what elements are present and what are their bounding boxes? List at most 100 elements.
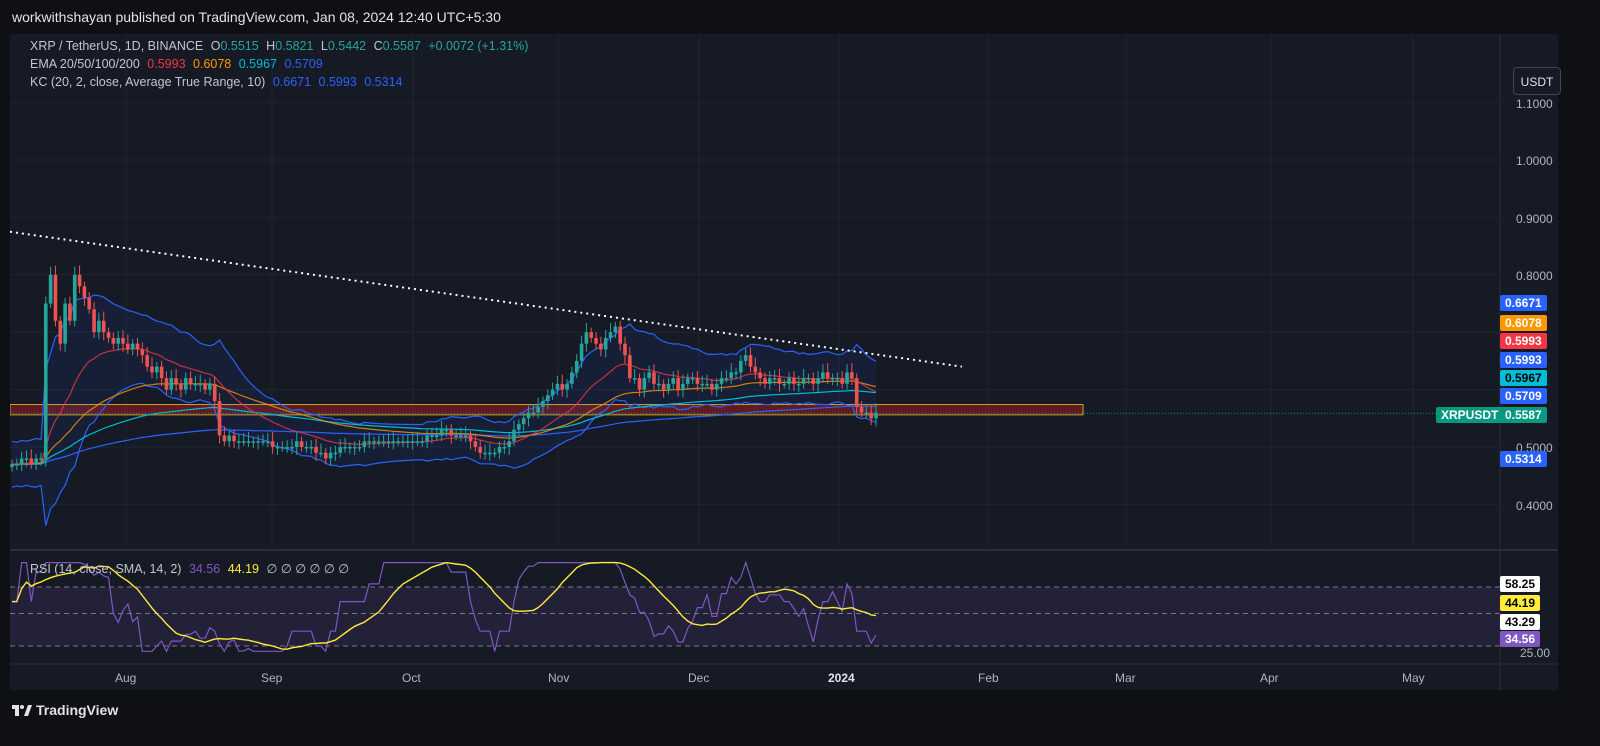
candle-body-24: [126, 343, 130, 350]
top-bar: workwithshayan published on TradingView.…: [0, 0, 1600, 34]
x-tick-aug: Aug: [115, 671, 137, 685]
candle-body-163: [796, 383, 801, 386]
candle-body-9: [53, 274, 58, 321]
candle-body-59: [294, 441, 299, 447]
candle-body-48: [241, 441, 246, 443]
candle-body-151: [739, 360, 743, 373]
candle-body-30: [155, 366, 159, 373]
candle-body-6: [39, 458, 43, 460]
candle-body-89: [439, 429, 444, 436]
candle-body-90: [444, 429, 449, 432]
candle-body-165: [806, 378, 811, 380]
candle-body-127: [623, 343, 627, 356]
candle-body-38: [193, 383, 198, 386]
candle-body-96: [473, 441, 478, 447]
candle-body-177: [864, 412, 869, 415]
candle-body-83: [410, 441, 415, 443]
candle-body-139: [681, 383, 685, 390]
candle-body-61: [304, 447, 309, 449]
candle-body-145: [710, 383, 714, 390]
candle-body-52: [261, 441, 265, 443]
candle-body-33: [169, 378, 174, 390]
candle-body-115: [565, 383, 569, 390]
candle-body-14: [77, 274, 82, 287]
chart-area[interactable]: XRP / TetherUS, 1D, BINANCE O0.5515 H0.5…: [10, 34, 1561, 690]
candle-body-114: [560, 383, 565, 390]
tag-ema20: 0.5993: [1500, 333, 1547, 349]
legend-rsi-value: 34.56: [188, 562, 221, 576]
x-tick-nov: Nov: [548, 671, 570, 685]
candle-body-150: [734, 372, 738, 374]
candle-body-129: [632, 378, 637, 380]
legend-ema-row: EMA 20/50/100/200 0.5993 0.6078 0.5967 0…: [30, 57, 327, 71]
candle-body-23: [121, 337, 125, 344]
candle-body-29: [150, 366, 154, 373]
y-tick-1.1: 1.1000: [1516, 97, 1553, 111]
candle-body-171: [835, 378, 840, 380]
candle-body-112: [550, 389, 555, 396]
currency-button[interactable]: USDT: [1513, 67, 1561, 95]
candle-body-97: [478, 447, 483, 453]
candle-body-125: [613, 326, 618, 333]
candle-body-131: [642, 378, 647, 390]
tag-kc-upper: 0.6671: [1500, 295, 1547, 311]
legend-low: 0.5442: [327, 39, 367, 53]
candle-body-46: [232, 435, 236, 442]
candle-body-152: [743, 355, 748, 361]
candle-body-7: [43, 303, 48, 459]
candle-body-98: [483, 452, 487, 455]
footer-brand[interactable]: TradingView: [12, 702, 118, 718]
candle-body-175: [854, 378, 859, 407]
candle-body-147: [719, 378, 724, 384]
candle-body-153: [748, 355, 753, 367]
candle-body-35: [179, 383, 183, 390]
candle-body-63: [314, 447, 318, 453]
candle-body-55: [275, 447, 280, 449]
candle-body-99: [488, 452, 492, 455]
trendline: [10, 230, 963, 368]
legend-kc-lower: 0.5314: [364, 75, 403, 89]
published-text: workwithshayan published on TradingView.…: [12, 9, 501, 25]
legend-h-label: H: [266, 39, 276, 53]
candle-body-146: [714, 383, 719, 390]
candle-body-159: [777, 378, 782, 384]
candle-body-19: [101, 320, 106, 333]
candle-body-21: [111, 337, 116, 344]
candle-body-157: [768, 378, 772, 384]
kc-lower-line: [11, 382, 877, 526]
ema50-line: [12, 380, 877, 465]
legend-l-label: L: [320, 39, 328, 53]
candle-body-11: [63, 303, 67, 344]
candle-body-8: [48, 274, 53, 304]
candle-body-31: [159, 366, 164, 379]
candle-body-164: [801, 378, 806, 384]
legend-kc-upper: 0.6671: [272, 75, 312, 89]
candle-body-161: [787, 378, 791, 384]
candle-body-128: [628, 355, 632, 379]
candle-body-49: [246, 441, 251, 443]
legend-change: +0.0072 (+1.31%): [428, 39, 529, 53]
legend-rsi-extra: ∅ ∅ ∅ ∅ ∅ ∅: [266, 562, 350, 576]
candle-body-162: [792, 378, 796, 384]
candle-body-108: [531, 412, 536, 415]
support-zone: [10, 404, 1084, 416]
candle-body-36: [183, 378, 188, 390]
candle-body-100: [492, 452, 497, 455]
tag-rsi-value: 34.56: [1500, 631, 1541, 647]
candle-body-74: [367, 441, 371, 443]
rsi-band: [10, 587, 1500, 646]
legend-kc-mid: 0.5993: [318, 75, 357, 89]
chart-canvas[interactable]: [10, 34, 1558, 690]
tag-ema50: 0.6078: [1500, 315, 1547, 331]
candle-body-64: [319, 452, 323, 455]
kc-upper-line: [11, 294, 877, 443]
candle-body-84: [415, 441, 420, 443]
candle-body-77: [381, 441, 386, 443]
legend-symbol-row: XRP / TetherUS, 1D, BINANCE O0.5515 H0.5…: [30, 39, 532, 53]
candle-body-132: [647, 372, 651, 379]
tag-last-price: 0.5587: [1500, 407, 1547, 423]
rsi-tick-25: 25.00: [1520, 646, 1551, 660]
candle-body-34: [174, 378, 178, 384]
tradingview-logo-icon: [12, 705, 32, 716]
